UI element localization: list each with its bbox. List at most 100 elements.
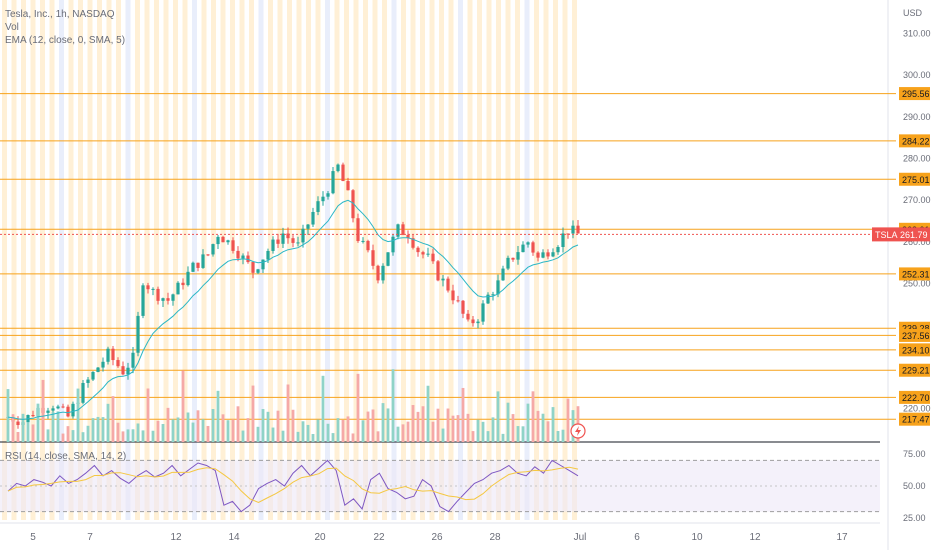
volume-bar [536,410,540,442]
volume-bar [326,423,330,442]
session-band [296,0,302,520]
candle-body [286,233,290,239]
candle-body [496,280,500,295]
volume-bar [31,424,35,442]
session-band [49,0,55,520]
price-level-value: 295.56 [902,89,930,99]
ema-label[interactable]: EMA (12, close, 0, SMA, 5) [5,35,126,46]
session-band [106,0,112,520]
volume-bar [41,379,45,442]
volume-bar [196,410,200,442]
volume-bar [311,433,315,442]
candle-body [301,228,305,243]
time-axis-tick: 10 [691,532,703,543]
session-band [306,0,311,520]
volume-bar [561,429,565,442]
candle-body [441,278,445,281]
candle-body [186,271,190,286]
time-axis-tick: 26 [431,532,443,543]
session-band [268,0,273,520]
time-axis-tick: 28 [489,532,501,543]
candle-body [411,238,415,248]
volume-bar [141,430,145,442]
session-band [68,0,74,520]
volume-bar [541,413,545,442]
candle-body [71,403,75,417]
candle-body [436,261,440,281]
session-band [21,0,26,520]
candle-body [111,348,115,361]
volume-bars [6,369,580,442]
last-price-value: 261.79 [900,230,928,240]
volume-bar [526,403,530,442]
candle-body [571,225,575,234]
price-axis-tick: 280.00 [903,153,931,163]
volume-bar [286,384,290,442]
volume-label[interactable]: Vol [5,22,19,33]
volume-bar [471,431,475,442]
volume-bar [551,407,555,442]
volume-bar [81,432,85,442]
session-bands [2,0,577,520]
candle-body [356,218,360,242]
volume-bar [301,421,305,442]
volume-bar [66,426,70,442]
session-band [97,0,102,520]
price-level-value: 234.10 [902,345,930,355]
volume-bar [426,385,430,442]
candle-body [136,315,140,353]
volume-bar [376,431,380,442]
price-axis-tick: 220.00 [903,404,931,414]
session-band [496,0,501,520]
volume-bar [261,409,265,442]
candle-body [366,240,370,251]
candle-body [476,321,480,324]
rsi-label[interactable]: RSI (14, close, SMA, 14, 2) [5,451,127,462]
volume-bar [256,426,260,442]
session-band [458,0,463,520]
volume-bar [21,413,25,442]
candle-body [116,360,120,367]
candle-body [446,278,450,291]
volume-bar [276,410,280,442]
session-band [562,0,568,520]
lightning-icon-bolt [575,426,581,436]
volume-bar [466,413,470,442]
session-band [439,0,444,520]
candle-body [166,298,170,301]
candle-body [226,240,230,243]
candle-body [371,250,375,266]
volume-bar [516,426,520,442]
session-band [59,0,64,520]
volume-bar [191,422,195,442]
volume-bar [506,402,510,442]
candle-body [506,257,510,269]
price-level-value: 229.21 [902,366,930,376]
session-band [125,0,131,520]
volume-bar [421,406,425,442]
candle-body [311,211,315,225]
volume-bar [111,396,115,442]
candle-body [471,319,475,324]
symbol-title[interactable]: Tesla, Inc., 1h, NASDAQ [5,9,115,20]
candle-body [426,253,430,255]
candle-body [146,285,150,290]
volume-bar [451,415,455,442]
candle-body [451,290,455,301]
volume-bar [86,425,90,442]
candle-body [486,294,490,304]
candle-body [536,252,540,258]
ema-line [7,199,579,420]
volume-bar [91,418,95,442]
volume-bar [96,416,100,442]
session-band [163,0,169,520]
session-band [467,0,473,520]
candle-body [456,300,460,302]
price-level-tag [899,390,930,404]
volume-bar [246,418,250,442]
time-axis-tick: 5 [30,532,36,543]
time-axis-tick: 6 [634,532,640,543]
price-axis-tick: 300.00 [903,70,931,80]
